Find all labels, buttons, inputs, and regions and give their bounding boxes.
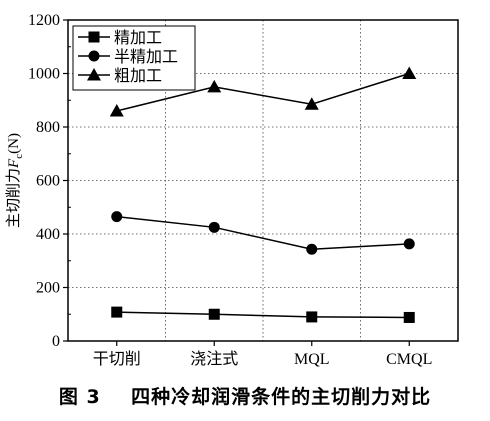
- series-line: [116, 311, 410, 319]
- grid-lines: [68, 20, 458, 341]
- data-point: [403, 311, 415, 323]
- legend-label: 粗加工: [114, 67, 162, 85]
- y-axis-label-prefix: 主切削力: [5, 168, 22, 228]
- y-tick-label: 1200: [28, 12, 60, 29]
- y-tick-label: 400: [36, 226, 60, 243]
- y-axis-label: 主切削力Fc(N): [5, 133, 25, 228]
- series-line: [116, 215, 410, 251]
- data-point: [111, 306, 123, 318]
- data-point: [111, 211, 123, 223]
- y-tick-label: 200: [36, 280, 60, 297]
- y-tick-label: 1000: [28, 66, 60, 83]
- data-point: [403, 238, 415, 250]
- x-tick-label: 干切削: [93, 350, 141, 368]
- x-tick-label: CMQL: [386, 351, 432, 368]
- data-point: [208, 221, 220, 233]
- y-axis-label-symbol: F: [6, 158, 22, 169]
- figure-caption: 图 3 四种冷却润滑条件的主切削力对比: [58, 386, 432, 408]
- y-tick-label: 0: [52, 333, 60, 350]
- legend-label: 半精加工: [114, 48, 178, 66]
- y-tick-label: 600: [36, 173, 60, 190]
- legend-label: 精加工: [114, 29, 162, 47]
- y-axis-label-subscript: c: [13, 154, 25, 159]
- x-tick-label: MQL: [294, 351, 330, 368]
- legend-marker: [87, 68, 101, 81]
- data-point: [304, 97, 319, 110]
- legend-marker: [88, 50, 100, 62]
- y-axis-label-unit: (N): [6, 133, 22, 154]
- data-point: [306, 311, 318, 323]
- data-point: [207, 79, 222, 93]
- data-point: [306, 243, 318, 255]
- legend-marker: [88, 31, 100, 43]
- series-line: [116, 72, 410, 112]
- data-point: [402, 66, 417, 79]
- axes: 0 200 400 600 800 1000 1200 干切削 浇注式 MQL CMQL: [28, 12, 432, 368]
- x-tick-label: 浇注式: [190, 350, 238, 368]
- data-point: [208, 308, 220, 320]
- y-tick-label: 800: [36, 119, 60, 136]
- series-lines: [109, 66, 417, 323]
- data-point: [109, 103, 124, 117]
